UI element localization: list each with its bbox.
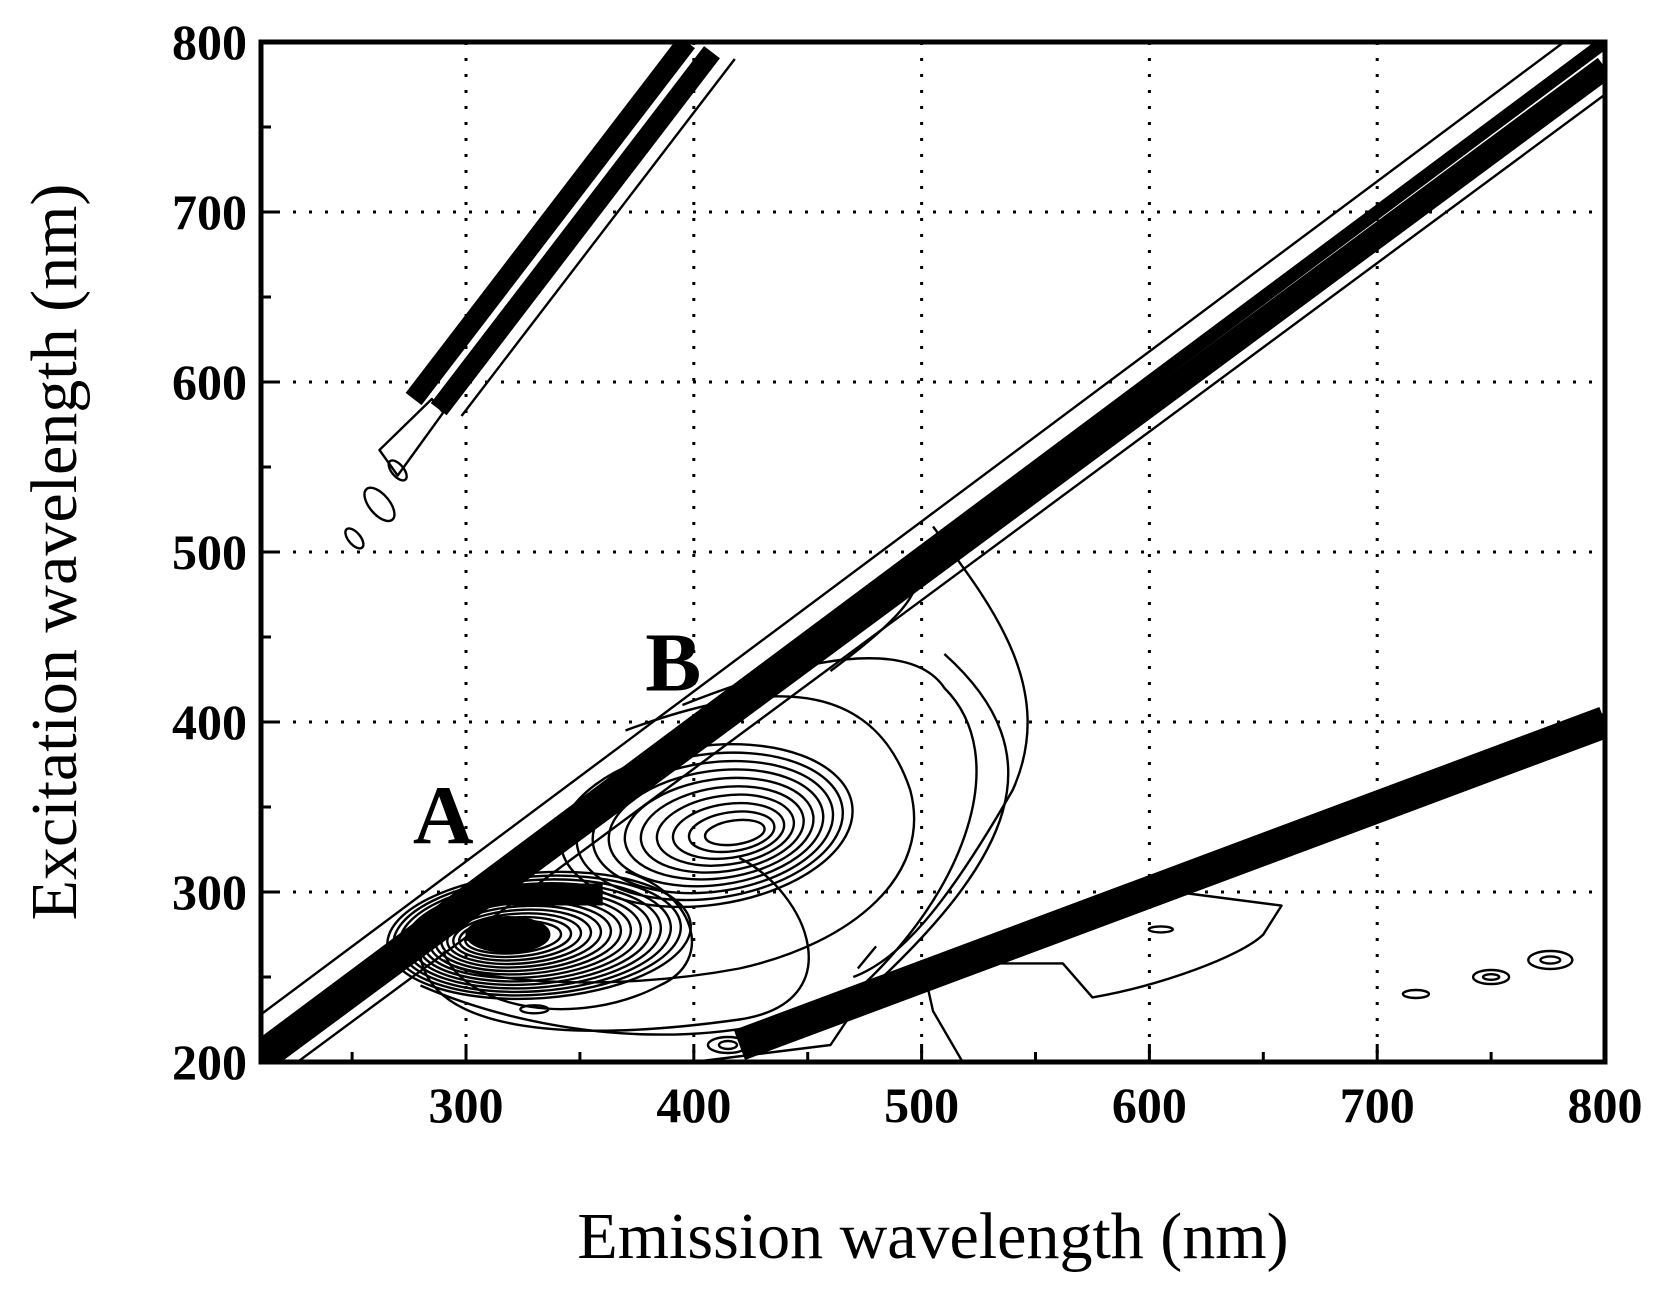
annotation-b: B (645, 617, 701, 710)
peak-2-contour (386, 870, 692, 1001)
peak-3-contour (856, 945, 877, 970)
peak-2-contour (446, 908, 593, 966)
bottom-contour (920, 959, 964, 1062)
peak-5-contour (1471, 968, 1511, 986)
peak-2-contour (398, 878, 673, 994)
peak-1-contour (559, 743, 854, 909)
peak-4-contour (1527, 949, 1574, 971)
annotations: AB (413, 617, 701, 863)
peak-2-minor-contour (519, 1004, 550, 1015)
y-tick-label: 600 (172, 354, 247, 410)
peak-2-minor-contour (512, 853, 547, 870)
tick-labels: 300 400 500 600 700 800 200 300 400 500 600 700 800 (172, 14, 1643, 1133)
y-tick-label: 700 (172, 184, 247, 240)
peak-2-outer-contour (419, 856, 810, 1032)
peak-1-contour (687, 810, 776, 854)
peak-2-contour (440, 904, 603, 969)
peak-2-contour (452, 912, 583, 962)
second-order-band-a (405, 42, 695, 406)
peak-1-contour (575, 751, 844, 902)
scatter-tail-contour (344, 527, 365, 550)
peak-2-contour (392, 874, 682, 997)
peak-2-band (477, 883, 603, 906)
rayleigh-outer-contour (261, 42, 1567, 1016)
peak-1-contour (639, 785, 805, 874)
y-axis-title: Excitation wavelength (nm) (18, 184, 91, 921)
peak-1-contour (671, 801, 786, 861)
x-axis-title: Emission wavelength (nm) (577, 1200, 1288, 1273)
x-tick-label: 300 (429, 1077, 504, 1133)
x-tick-label: 500 (884, 1077, 959, 1133)
scatter-tail-contour (378, 397, 445, 477)
peak-1-outer-contour (419, 657, 978, 1036)
x-tick-label: 600 (1112, 1077, 1187, 1133)
peak-1-contour (655, 793, 796, 867)
peak-1-contour (591, 759, 835, 895)
peak-1-contour (607, 768, 825, 888)
peak-6-contour (1401, 988, 1431, 1000)
axis-ticks (261, 40, 1607, 1064)
y-tick-label: 300 (172, 864, 247, 920)
peak-1-outer-contour (829, 551, 920, 672)
peak-5-inner-contour (1481, 973, 1501, 982)
peak-4-inner-contour (1539, 955, 1562, 965)
second-order-band-b (430, 46, 720, 416)
half-order-start-contour (706, 1035, 750, 1055)
scatter-tail-contour (363, 486, 396, 523)
half-order-start-contour (717, 1039, 739, 1051)
peak-1-outer-contour (693, 653, 1010, 1062)
scatter-tail-contour (387, 459, 408, 482)
peak-3-contour (989, 890, 1283, 999)
y-tick-label: 200 (172, 1034, 247, 1090)
half-order-band (733, 707, 1605, 1060)
rayleigh-scatter-band (261, 42, 1605, 1051)
contour-data (261, 42, 1605, 1062)
peak-2-core (465, 916, 551, 953)
y-tick-label: 500 (172, 524, 247, 580)
peak-2-outer-contour (442, 870, 694, 1011)
peak-1-contour (703, 818, 766, 847)
x-tick-label: 800 (1568, 1077, 1643, 1133)
x-tick-label: 400 (656, 1077, 731, 1133)
peak-1-contour (623, 776, 815, 881)
peak-3-core-contour (1147, 925, 1174, 934)
x-tick-label: 700 (1340, 1077, 1415, 1133)
annotation-a: A (413, 770, 474, 863)
y-tick-label: 800 (172, 14, 247, 70)
second-order-outer-contour (460, 58, 736, 417)
y-tick-label: 400 (172, 694, 247, 750)
peak-1-outer-contour (852, 525, 1029, 979)
half-order-outer-contour (761, 712, 1605, 1030)
